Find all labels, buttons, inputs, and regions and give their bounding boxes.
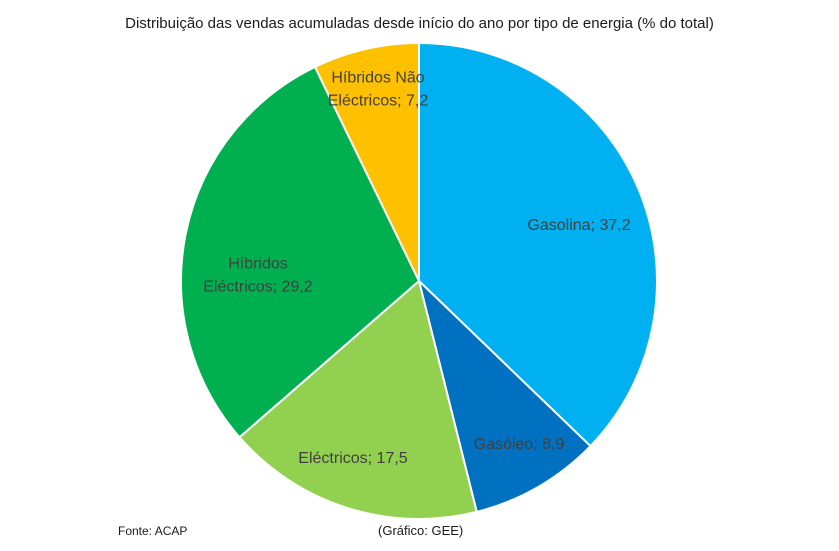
pie-labels: Gasolina; 37,2 Gasóleo; 8,9 Eléctricos; 17… <box>203 70 630 468</box>
credit-note: (Gráfico: GEE) <box>378 523 464 538</box>
slice-label-gasoleo: Gasóleo; 8,9 <box>474 436 565 453</box>
pie-slice-gasoleo <box>417 277 592 514</box>
chart-title: Distribuição das vendas acumuladas desde… <box>125 15 714 32</box>
slice-label-hibridos-electricos: Híbridos Eléctricos; 29,2 <box>203 256 312 296</box>
pie-slice-electricos <box>238 279 478 520</box>
slice-label-hibridos-nao-electricos: Híbridos Não Eléctricos; 7,2 <box>328 70 429 110</box>
slice-label-gasolina: Gasolina; 37,2 <box>527 217 630 234</box>
slice-label-electricos: Eléctricos; 17,5 <box>298 450 407 467</box>
source-note: Fonte: ACAP <box>118 524 188 538</box>
pie-slice-hibridos-nao-electricos <box>313 41 420 282</box>
pie-slice-gasolina <box>418 41 658 448</box>
pie-slices <box>180 41 658 520</box>
